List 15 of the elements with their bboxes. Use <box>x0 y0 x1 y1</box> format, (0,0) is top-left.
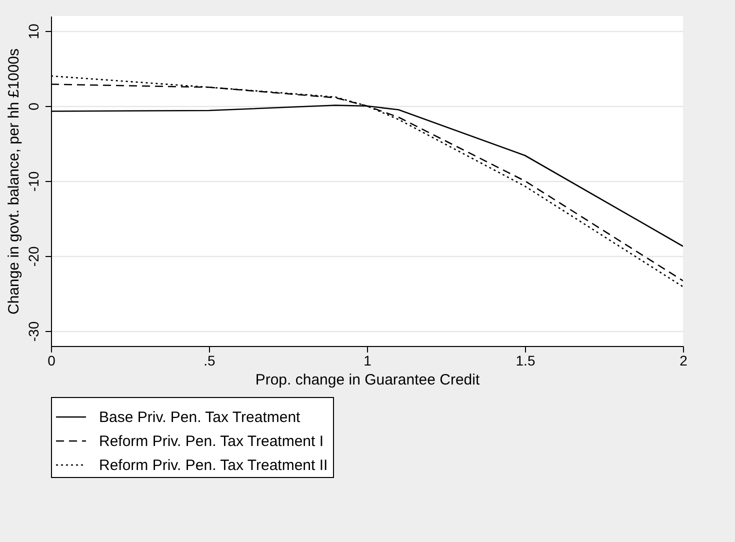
legend-label: Base Priv. Pen. Tax Treatment <box>99 409 302 426</box>
x-tick-label: 1.5 <box>516 352 536 368</box>
legend-label: Reform Priv. Pen. Tax Treatment I <box>99 433 324 450</box>
y-axis-title: Change in govt. balance, per hh £1000s <box>6 48 22 315</box>
legend-label: Reform Priv. Pen. Tax Treatment II <box>99 457 328 474</box>
y-tick-label: -30 <box>26 321 42 342</box>
x-axis-title: Prop. change in Guarantee Credit <box>255 372 480 388</box>
y-tick-label: 10 <box>26 24 42 40</box>
x-tick-label: .5 <box>204 352 216 368</box>
x-tick-label: 2 <box>680 352 688 368</box>
y-tick-label: -10 <box>26 171 42 192</box>
x-tick-label: 0 <box>48 352 56 368</box>
y-tick-label: -20 <box>26 246 42 267</box>
x-tick-label: 1 <box>364 352 372 368</box>
y-tick-label: 0 <box>26 102 42 110</box>
